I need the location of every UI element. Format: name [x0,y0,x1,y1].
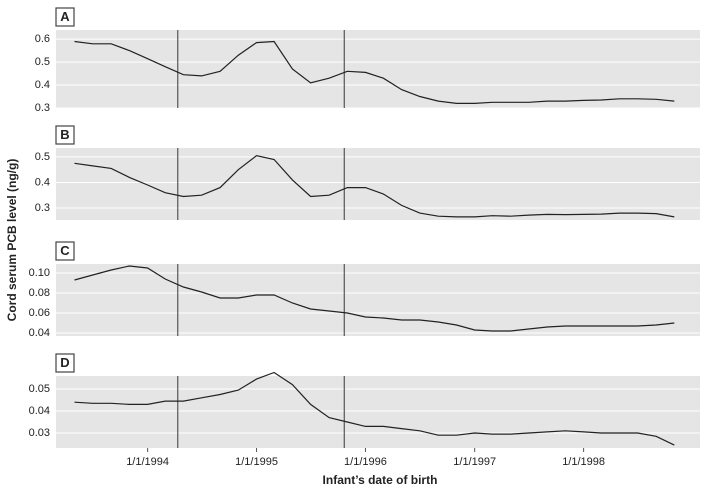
panel-label-box [55,353,75,373]
y-tick-label: 0.04 [29,405,50,417]
panel-label-box [55,7,75,27]
y-tick-label: 0.6 [35,33,50,45]
x-tick-label: 1/1/1996 [344,456,387,468]
panel-label: C [60,243,70,258]
y-tick-label: 0.4 [35,176,50,188]
y-tick-label: 0.3 [35,202,50,214]
y-tick-label: 0.05 [29,383,50,395]
x-tick-label: 1/1/1998 [562,456,605,468]
x-axis-label: Infant’s date of birth [323,473,438,487]
y-tick-label: 0.06 [29,307,50,319]
panel-label-box [55,241,75,261]
y-tick-label: 0.4 [35,79,50,91]
y-tick-label: 0.03 [29,427,50,439]
x-tick-label: 1/1/1997 [453,456,496,468]
y-tick-label: 0.08 [29,287,50,299]
data-line [74,40,675,104]
panel-label: A [60,9,70,24]
x-tick-label: 1/1/1994 [126,456,169,468]
panel-label-box [55,125,75,145]
panel-label: D [60,355,69,370]
panel-label: B [60,127,69,142]
plot-area [56,30,700,108]
y-tick-label: 0.5 [35,56,50,68]
data-line [74,371,675,446]
y-tick-label: 0.04 [29,327,50,339]
plot-area [56,376,700,448]
plot-area [56,264,700,336]
x-tick-label: 1/1/1995 [235,456,278,468]
y-tick-label: 0.5 [35,151,50,163]
plot-area [56,148,700,220]
data-line [74,155,675,218]
y-tick-label: 0.3 [35,102,50,114]
y-axis-label: Cord serum PCB level (ng/g) [5,159,19,322]
y-tick-label: 0.10 [29,267,50,279]
data-line [74,265,675,332]
